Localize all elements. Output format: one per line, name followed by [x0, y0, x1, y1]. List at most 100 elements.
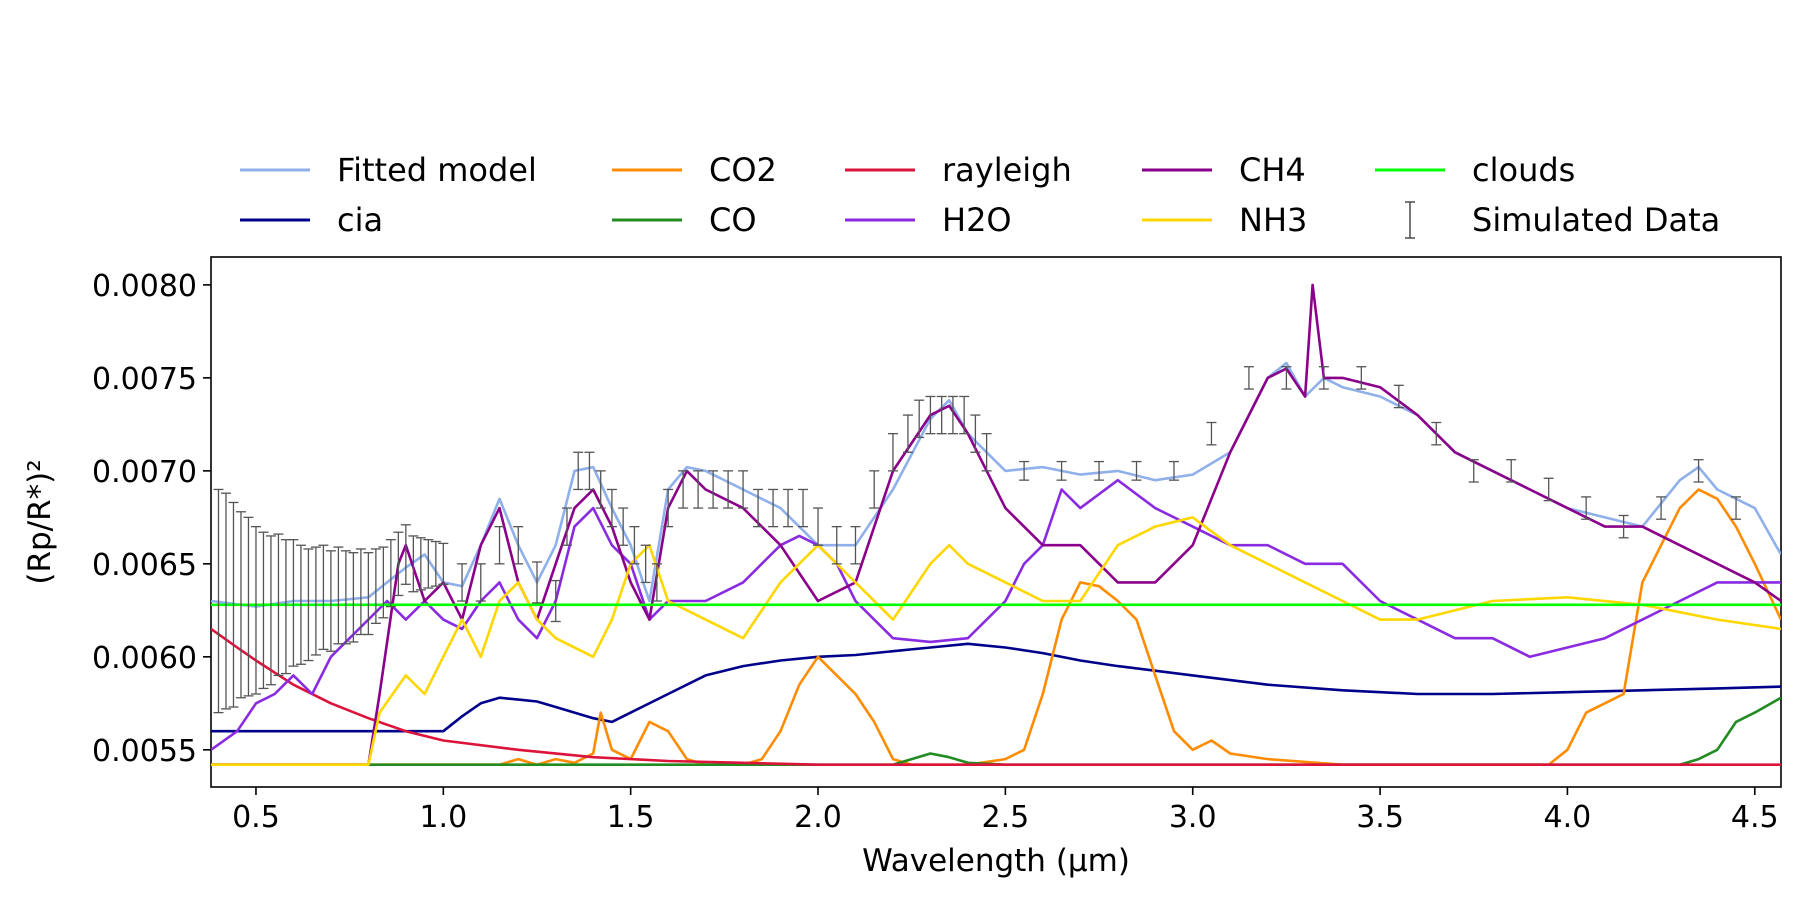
simulated-data-point [663, 488, 674, 528]
x-tick-label: 3.5 [1356, 800, 1404, 835]
simulated-data-point [981, 433, 992, 472]
simulated-data-point [494, 525, 505, 565]
legend-item-nh3: NH3 [1142, 201, 1307, 239]
simulated-data-point [959, 395, 970, 435]
simulated-data-point [1019, 460, 1030, 481]
simulated-data-point [280, 539, 291, 675]
simulated-data-point [250, 525, 261, 695]
simulated-data-point [288, 539, 299, 667]
simulated-data-point [869, 470, 880, 509]
simulated-data-point [243, 516, 254, 697]
simulated-data-point [783, 488, 794, 528]
simulated-data-point [235, 511, 246, 699]
simulated-data-point [693, 470, 704, 509]
series-fitted-model [211, 361, 1781, 608]
series-co [211, 696, 1781, 767]
x-axis-title: Wavelength (μm) [862, 843, 1130, 879]
series-layer [211, 283, 1781, 767]
simulated-data-point [1581, 496, 1592, 520]
y-axis-title: (Rp/R*)² [22, 459, 58, 584]
simulated-data-point [1468, 459, 1479, 483]
simulated-data-point [850, 525, 861, 565]
simulated-data-point [936, 395, 947, 435]
simulated-data-point [887, 433, 898, 472]
series-rayleigh [211, 627, 1781, 767]
simulated-data-point [333, 546, 344, 645]
simulated-data-point [723, 470, 734, 509]
simulated-data-point [1281, 366, 1292, 390]
x-tick-label: 2.0 [794, 800, 842, 835]
simulated-data-point [340, 550, 351, 645]
simulated-data-point [228, 501, 239, 708]
series-cia [211, 642, 1781, 733]
legend-label: clouds [1472, 151, 1575, 189]
simulated-data-point [513, 525, 524, 565]
simulated-data-point [355, 548, 366, 636]
legend-item-simulated-data: Simulated Data [1405, 201, 1720, 239]
simulated-data-point [970, 414, 981, 453]
simulated-data-point [561, 507, 572, 546]
simulated-data-point [1094, 460, 1105, 481]
simulated-data-point [914, 399, 925, 439]
simulated-data-point [1131, 460, 1142, 481]
series-ch4 [211, 283, 1781, 767]
simulated-data-point [550, 579, 561, 623]
simulated-data-point [220, 492, 231, 710]
simulated-data-point [813, 507, 824, 546]
simulated-data-point [348, 552, 359, 643]
simulated-data-point [438, 542, 449, 585]
simulated-data-point [1318, 366, 1329, 390]
simulated-data-point [475, 563, 486, 602]
simulated-data-point [1506, 459, 1517, 483]
legend: Fitted model CO2 rayleigh CH4 clouds cia CO H2O… [240, 151, 1720, 239]
legend-label: CH4 [1239, 151, 1306, 189]
simulated-data-point [531, 561, 542, 604]
simulated-data-point [708, 470, 719, 509]
simulated-data-point [325, 550, 336, 652]
simulated-data-point [1431, 421, 1442, 446]
simulated-data-point [947, 395, 958, 435]
x-tick-label: 1.5 [607, 800, 655, 835]
simulated-data-point [310, 546, 321, 656]
simulated-data-point [273, 533, 284, 677]
legend-item-fitted-model: Fitted model [240, 151, 537, 189]
simulated-data-point [1206, 421, 1217, 446]
legend-item-clouds: clouds [1375, 151, 1575, 189]
simulated-data-point [1393, 384, 1404, 409]
simulated-data-point [651, 563, 662, 602]
y-tick-label: 0.0075 [92, 362, 197, 397]
legend-item-cia: cia [240, 201, 383, 239]
simulated-data-point [595, 470, 606, 509]
simulated-data-point [430, 540, 441, 587]
simulated-data-point [1693, 459, 1704, 483]
simulated-data-point [363, 552, 374, 636]
legend-label: rayleigh [942, 151, 1072, 189]
simulated-data-point [606, 488, 617, 528]
simulated-data-point [902, 414, 913, 453]
legend-label: Fitted model [337, 151, 537, 189]
simulated-data-point [423, 539, 434, 589]
simulated-data-point [1656, 496, 1667, 520]
y-tick-label: 0.0070 [92, 455, 197, 490]
series-h2o [211, 478, 1781, 751]
y-tick-label: 0.0055 [92, 734, 197, 769]
simulated-data-point [318, 544, 329, 651]
simulated-data-point [303, 548, 314, 662]
legend-label: Simulated Data [1472, 201, 1720, 239]
simulated-data-point [925, 395, 936, 435]
x-axis: 0.5 1.0 1.5 2.0 2.5 3.0 3.5 4.0 4.5 [232, 787, 1779, 835]
simulated-data-point [738, 470, 749, 509]
simulated-data-point [678, 470, 689, 509]
simulated-data-point [408, 535, 419, 593]
simulated-data-point [1356, 366, 1367, 390]
simulated-data-point [1056, 460, 1067, 481]
x-tick-label: 2.5 [982, 800, 1030, 835]
legend-label: H2O [942, 201, 1012, 239]
legend-item-co2: CO2 [612, 151, 777, 189]
y-tick-label: 0.0080 [92, 269, 197, 304]
plot-area [210, 256, 1782, 788]
simulated-data-point [1731, 496, 1742, 520]
x-tick-label: 4.0 [1544, 800, 1592, 835]
x-tick-label: 1.0 [419, 800, 467, 835]
